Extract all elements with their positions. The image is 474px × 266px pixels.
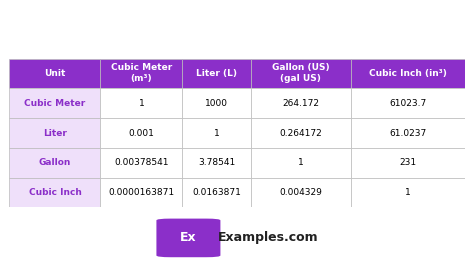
Text: Examples.com: Examples.com bbox=[218, 231, 319, 244]
Text: Ex: Ex bbox=[180, 231, 197, 244]
Text: 231: 231 bbox=[399, 158, 416, 167]
Bar bbox=[251, 178, 351, 207]
Text: Cubic Meter
(m³): Cubic Meter (m³) bbox=[111, 63, 172, 84]
Bar bbox=[100, 59, 182, 88]
Bar bbox=[9, 148, 100, 178]
Bar bbox=[9, 59, 100, 88]
Text: 1: 1 bbox=[214, 128, 219, 138]
FancyBboxPatch shape bbox=[156, 219, 220, 257]
Bar bbox=[100, 148, 182, 178]
Text: Liter: Liter bbox=[43, 128, 67, 138]
Text: 0.0000163871: 0.0000163871 bbox=[109, 188, 174, 197]
Text: Cubic Inch (in³): Cubic Inch (in³) bbox=[369, 69, 447, 78]
Bar bbox=[100, 178, 182, 207]
Bar bbox=[251, 148, 351, 178]
Text: 61023.7: 61023.7 bbox=[389, 99, 426, 108]
Bar bbox=[251, 88, 351, 118]
Bar bbox=[182, 148, 251, 178]
Text: 61.0237: 61.0237 bbox=[389, 128, 426, 138]
Text: CONVERSION OF VOLUME UNITS: CONVERSION OF VOLUME UNITS bbox=[67, 20, 407, 39]
Text: Cubic Inch: Cubic Inch bbox=[28, 188, 82, 197]
Text: 0.0163871: 0.0163871 bbox=[192, 188, 241, 197]
Bar bbox=[9, 88, 100, 118]
Text: 0.004329: 0.004329 bbox=[279, 188, 322, 197]
Bar bbox=[251, 118, 351, 148]
Text: 3.78541: 3.78541 bbox=[198, 158, 235, 167]
Bar bbox=[251, 59, 351, 88]
Text: Unit: Unit bbox=[44, 69, 66, 78]
Bar bbox=[351, 59, 465, 88]
Text: 0.001: 0.001 bbox=[128, 128, 155, 138]
Bar bbox=[182, 118, 251, 148]
Text: 1: 1 bbox=[138, 99, 144, 108]
Bar bbox=[351, 148, 465, 178]
Bar bbox=[100, 88, 182, 118]
Bar bbox=[100, 118, 182, 148]
Text: 0.264172: 0.264172 bbox=[279, 128, 322, 138]
Text: 1: 1 bbox=[405, 188, 410, 197]
Bar bbox=[182, 178, 251, 207]
Text: Gallon (US)
(gal US): Gallon (US) (gal US) bbox=[272, 63, 329, 84]
Bar bbox=[182, 88, 251, 118]
Text: Gallon: Gallon bbox=[39, 158, 71, 167]
Bar bbox=[9, 118, 100, 148]
Text: 1: 1 bbox=[298, 158, 303, 167]
Bar bbox=[9, 178, 100, 207]
Bar bbox=[351, 88, 465, 118]
Text: 0.00378541: 0.00378541 bbox=[114, 158, 169, 167]
Bar bbox=[182, 59, 251, 88]
Bar bbox=[351, 178, 465, 207]
Text: 1000: 1000 bbox=[205, 99, 228, 108]
Text: 264.172: 264.172 bbox=[282, 99, 319, 108]
Text: Liter (L): Liter (L) bbox=[196, 69, 237, 78]
Text: Cubic Meter: Cubic Meter bbox=[24, 99, 86, 108]
Bar bbox=[351, 118, 465, 148]
